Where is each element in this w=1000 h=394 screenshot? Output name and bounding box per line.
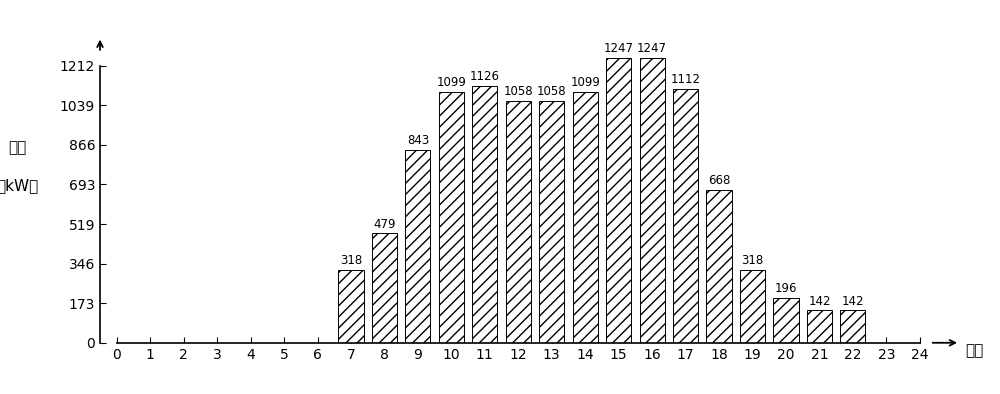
Bar	[472, 85, 497, 343]
Text: 时刻: 时刻	[965, 343, 983, 358]
Bar	[640, 58, 665, 343]
Bar	[439, 92, 464, 343]
Text: （kW）: （kW）	[0, 178, 38, 193]
Text: 1126: 1126	[470, 70, 500, 83]
Text: 负荷: 负荷	[8, 140, 26, 155]
Bar	[840, 310, 865, 343]
Text: 1247: 1247	[637, 42, 667, 55]
Text: 1247: 1247	[604, 42, 634, 55]
Bar	[372, 233, 397, 343]
Text: 1058: 1058	[537, 85, 567, 98]
Text: 196: 196	[775, 282, 797, 295]
Bar	[405, 150, 430, 343]
Bar	[539, 101, 564, 343]
Text: 668: 668	[708, 175, 730, 188]
Text: 1112: 1112	[671, 73, 701, 86]
Bar	[338, 270, 364, 343]
Text: 318: 318	[340, 255, 362, 268]
Bar	[807, 310, 832, 343]
Bar	[606, 58, 631, 343]
Text: 1099: 1099	[570, 76, 600, 89]
Text: 479: 479	[373, 217, 396, 230]
Text: 843: 843	[407, 134, 429, 147]
Bar	[573, 92, 598, 343]
Bar	[740, 270, 765, 343]
Text: 1058: 1058	[503, 85, 533, 98]
Text: 142: 142	[842, 295, 864, 308]
Text: 1099: 1099	[436, 76, 466, 89]
Text: 318: 318	[741, 255, 764, 268]
Bar	[706, 190, 732, 343]
Bar	[506, 101, 531, 343]
Text: 142: 142	[808, 295, 831, 308]
Bar	[773, 298, 799, 343]
Bar	[673, 89, 698, 343]
